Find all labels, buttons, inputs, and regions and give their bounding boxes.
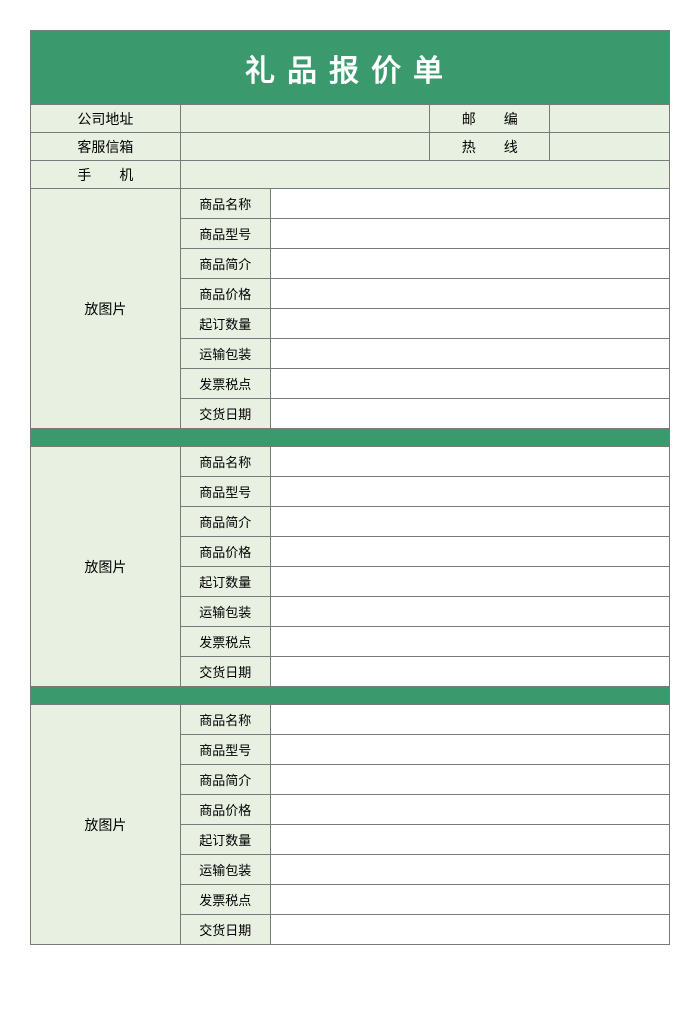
field-label-2-7: 交货日期: [180, 915, 270, 945]
info-label-left-0: 公司地址: [31, 105, 181, 133]
field-label-1-2: 商品简介: [180, 507, 270, 537]
field-label-2-3: 商品价格: [180, 795, 270, 825]
field-value-0-7: [270, 399, 669, 429]
field-value-1-7: [270, 657, 669, 687]
field-value-0-5: [270, 339, 669, 369]
page-title: 礼品报价单: [31, 31, 670, 105]
field-label-2-4: 起订数量: [180, 825, 270, 855]
block-separator-1: [31, 687, 670, 705]
info-value-left-2: [180, 161, 669, 189]
info-value-left-1: [180, 133, 430, 161]
field-label-0-0: 商品名称: [180, 189, 270, 219]
field-label-0-6: 发票税点: [180, 369, 270, 399]
field-label-0-4: 起订数量: [180, 309, 270, 339]
field-value-2-5: [270, 855, 669, 885]
image-placeholder-2: 放图片: [31, 705, 181, 945]
field-value-1-4: [270, 567, 669, 597]
field-label-0-1: 商品型号: [180, 219, 270, 249]
field-value-2-0: [270, 705, 669, 735]
info-label-left-1: 客服信箱: [31, 133, 181, 161]
field-value-1-3: [270, 537, 669, 567]
field-value-0-4: [270, 309, 669, 339]
field-value-0-1: [270, 219, 669, 249]
field-label-1-7: 交货日期: [180, 657, 270, 687]
field-value-2-7: [270, 915, 669, 945]
field-label-0-3: 商品价格: [180, 279, 270, 309]
field-value-1-1: [270, 477, 669, 507]
info-label-right-1: 热 线: [430, 133, 550, 161]
field-value-2-1: [270, 735, 669, 765]
field-value-2-6: [270, 885, 669, 915]
field-value-1-5: [270, 597, 669, 627]
field-value-1-0: [270, 447, 669, 477]
info-value-left-0: [180, 105, 430, 133]
info-value-right-0: [550, 105, 670, 133]
field-label-1-1: 商品型号: [180, 477, 270, 507]
field-value-2-4: [270, 825, 669, 855]
field-label-1-3: 商品价格: [180, 537, 270, 567]
field-value-0-2: [270, 249, 669, 279]
field-label-1-0: 商品名称: [180, 447, 270, 477]
field-value-1-6: [270, 627, 669, 657]
info-label-left-2: 手 机: [31, 161, 181, 189]
field-value-2-3: [270, 795, 669, 825]
field-value-0-6: [270, 369, 669, 399]
field-label-0-7: 交货日期: [180, 399, 270, 429]
block-separator-0: [31, 429, 670, 447]
field-label-2-0: 商品名称: [180, 705, 270, 735]
field-label-0-2: 商品简介: [180, 249, 270, 279]
field-label-1-5: 运输包装: [180, 597, 270, 627]
info-value-right-1: [550, 133, 670, 161]
field-label-2-2: 商品简介: [180, 765, 270, 795]
info-label-right-0: 邮 编: [430, 105, 550, 133]
field-label-1-4: 起订数量: [180, 567, 270, 597]
quotation-table: 礼品报价单公司地址邮 编客服信箱热 线手 机放图片商品名称商品型号商品简介商品价…: [30, 30, 670, 945]
field-value-2-2: [270, 765, 669, 795]
field-value-0-0: [270, 189, 669, 219]
image-placeholder-0: 放图片: [31, 189, 181, 429]
image-placeholder-1: 放图片: [31, 447, 181, 687]
field-label-1-6: 发票税点: [180, 627, 270, 657]
field-value-0-3: [270, 279, 669, 309]
field-label-2-6: 发票税点: [180, 885, 270, 915]
field-value-1-2: [270, 507, 669, 537]
field-label-2-1: 商品型号: [180, 735, 270, 765]
field-label-2-5: 运输包装: [180, 855, 270, 885]
field-label-0-5: 运输包装: [180, 339, 270, 369]
